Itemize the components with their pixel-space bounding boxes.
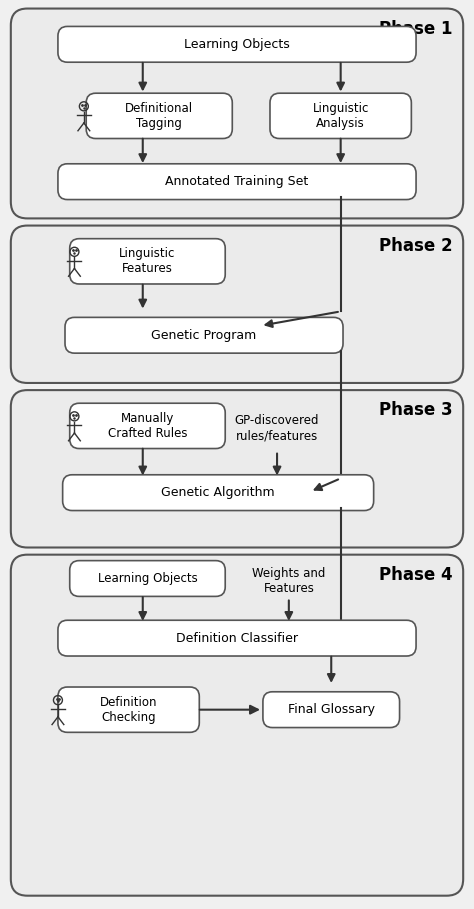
Text: Linguistic
Analysis: Linguistic Analysis bbox=[312, 102, 369, 130]
FancyBboxPatch shape bbox=[86, 94, 232, 138]
Text: GP-discovered
rules/features: GP-discovered rules/features bbox=[235, 415, 319, 443]
FancyBboxPatch shape bbox=[11, 225, 463, 383]
FancyBboxPatch shape bbox=[63, 474, 374, 511]
Text: Manually
Crafted Rules: Manually Crafted Rules bbox=[108, 412, 187, 440]
Text: Weights and
Features: Weights and Features bbox=[252, 567, 326, 594]
Text: Learning Objects: Learning Objects bbox=[184, 38, 290, 51]
Text: Linguistic
Features: Linguistic Features bbox=[119, 247, 176, 275]
Text: Genetic Algorithm: Genetic Algorithm bbox=[161, 486, 275, 499]
Text: Learning Objects: Learning Objects bbox=[98, 572, 197, 585]
FancyBboxPatch shape bbox=[58, 164, 416, 200]
Text: Definition Classifier: Definition Classifier bbox=[176, 632, 298, 644]
FancyBboxPatch shape bbox=[11, 554, 463, 895]
FancyBboxPatch shape bbox=[70, 404, 225, 448]
Text: Phase 2: Phase 2 bbox=[379, 236, 452, 255]
FancyBboxPatch shape bbox=[11, 390, 463, 547]
Text: Definitional
Tagging: Definitional Tagging bbox=[125, 102, 193, 130]
FancyBboxPatch shape bbox=[270, 94, 411, 138]
FancyBboxPatch shape bbox=[58, 620, 416, 656]
FancyBboxPatch shape bbox=[70, 561, 225, 596]
Text: Final Glossary: Final Glossary bbox=[288, 704, 375, 716]
Text: Phase 4: Phase 4 bbox=[379, 565, 452, 584]
Text: Phase 1: Phase 1 bbox=[379, 19, 452, 37]
FancyBboxPatch shape bbox=[11, 8, 463, 218]
FancyBboxPatch shape bbox=[65, 317, 343, 353]
Text: Phase 3: Phase 3 bbox=[379, 401, 452, 419]
Text: Definition
Checking: Definition Checking bbox=[100, 695, 157, 724]
FancyBboxPatch shape bbox=[70, 239, 225, 284]
FancyBboxPatch shape bbox=[263, 692, 400, 727]
FancyBboxPatch shape bbox=[58, 687, 199, 733]
FancyBboxPatch shape bbox=[58, 26, 416, 62]
Text: Genetic Program: Genetic Program bbox=[151, 329, 256, 342]
Text: Annotated Training Set: Annotated Training Set bbox=[165, 175, 309, 188]
